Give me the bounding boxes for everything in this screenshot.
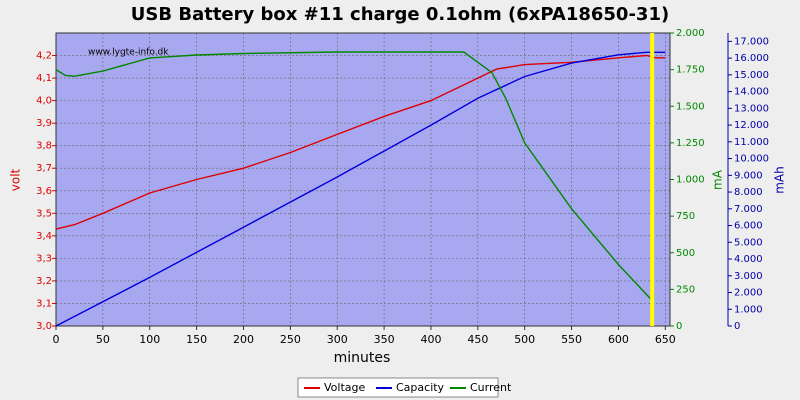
chart-title: USB Battery box #11 charge 0.1ohm (6xPA1… — [131, 4, 669, 25]
y-tick-label: 0 — [676, 321, 682, 332]
x-tick-label: 400 — [420, 333, 441, 346]
series-line — [55, 51, 654, 327]
y-tick-label: 11.000 — [734, 137, 769, 148]
y-tick-label: 3,0 — [36, 321, 52, 332]
y-tick-label: 3.000 — [734, 271, 763, 282]
x-tick-label: 0 — [53, 333, 60, 346]
x-tick-label: 650 — [655, 333, 676, 346]
x-tick-label: 350 — [374, 333, 395, 346]
x-tick-label: 100 — [139, 333, 160, 346]
y3-axis-label: mAh — [773, 166, 787, 194]
y-tick-label: 3,4 — [36, 231, 52, 242]
y-tick-label: 6.000 — [734, 221, 763, 232]
y-tick-label: 3,3 — [36, 253, 52, 264]
x-tick-label: 150 — [186, 333, 207, 346]
y-tick-label: 10.000 — [734, 154, 769, 165]
x-tick-label: 600 — [608, 333, 629, 346]
series-line — [55, 54, 666, 230]
x-axis-label: minutes — [334, 350, 391, 366]
y-tick-label: 4,0 — [36, 96, 52, 107]
watermark: www.lygte-info.dk — [88, 48, 169, 58]
y-tick-label: 1.500 — [676, 101, 705, 112]
legend-label: Voltage — [324, 381, 365, 394]
y-tick-label: 1.000 — [676, 175, 705, 186]
y-tick-label: 16.000 — [734, 53, 769, 64]
y-tick-label: 7.000 — [734, 204, 763, 215]
y-tick-label: 14.000 — [734, 87, 769, 98]
y-tick-label: 13.000 — [734, 103, 769, 114]
y-tick-label: 250 — [676, 284, 695, 295]
y-tick-label: 3,7 — [36, 163, 52, 174]
y-tick-label: 5.000 — [734, 237, 763, 248]
legend-box — [297, 377, 499, 398]
y-tick-label: 3,2 — [36, 276, 52, 287]
x-tick-label: 200 — [233, 333, 254, 346]
y-tick-label: 3,5 — [36, 208, 52, 219]
x-tick-label: 500 — [514, 333, 535, 346]
x-tick-label: 450 — [467, 333, 488, 346]
y-axis-label: volt — [9, 168, 23, 191]
y-tick-label: 0 — [734, 321, 740, 332]
y-tick-label: 4,2 — [36, 51, 52, 62]
y-tick-label: 1.250 — [676, 138, 705, 149]
legend-label: Capacity — [396, 381, 445, 394]
y-tick-label: 2.000 — [676, 28, 705, 39]
x-tick-label: 550 — [561, 333, 582, 346]
y-tick-label: 3,1 — [36, 298, 52, 309]
y-tick-label: 1.750 — [676, 65, 705, 76]
y-tick-label: 8.000 — [734, 187, 763, 198]
y-tick-label: 9.000 — [734, 170, 763, 181]
plot-area — [56, 33, 670, 326]
y-tick-label: 15.000 — [734, 70, 769, 81]
y-tick-label: 3,8 — [36, 141, 52, 152]
x-tick-label: 50 — [96, 333, 110, 346]
x-tick-label: 300 — [327, 333, 348, 346]
y-tick-label: 1.000 — [734, 304, 763, 315]
plot-border — [55, 32, 671, 327]
y-tick-label: 500 — [676, 248, 695, 259]
series-line — [55, 51, 666, 327]
x-tick-label: 250 — [280, 333, 301, 346]
y-tick-label: 750 — [676, 211, 695, 222]
y2-axis-label: mA — [711, 169, 725, 190]
y-tick-label: 4,1 — [36, 73, 52, 84]
y-tick-label: 4.000 — [734, 254, 763, 265]
legend-label: Current — [470, 381, 512, 394]
y-tick-label: 2.000 — [734, 288, 763, 299]
y-tick-label: 3,9 — [36, 118, 52, 129]
y-tick-label: 3,6 — [36, 186, 52, 197]
y-tick-label: 12.000 — [734, 120, 769, 131]
y-tick-label: 17.000 — [734, 36, 769, 47]
